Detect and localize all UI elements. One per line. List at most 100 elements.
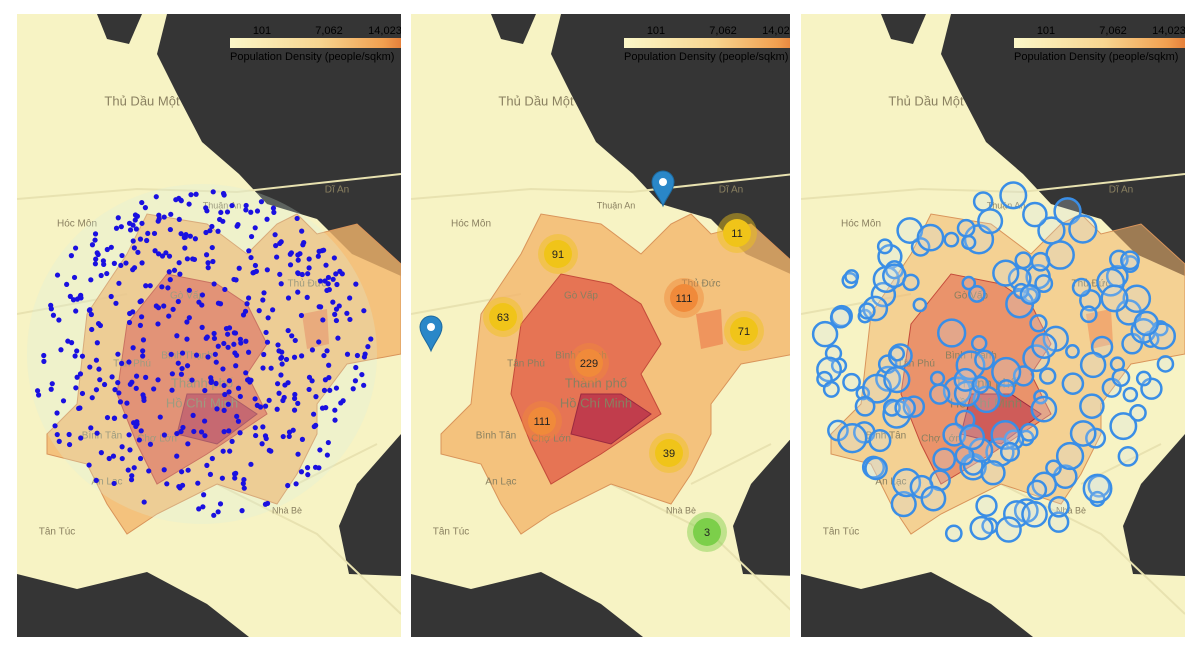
point xyxy=(248,233,255,240)
point xyxy=(221,340,227,347)
point xyxy=(321,387,328,393)
point xyxy=(209,455,215,462)
point xyxy=(353,281,359,287)
contour xyxy=(956,218,976,238)
point xyxy=(313,393,319,400)
cluster-count: 111 xyxy=(676,293,693,305)
point xyxy=(111,480,117,487)
contour xyxy=(1135,370,1152,387)
point xyxy=(326,375,332,381)
point xyxy=(178,231,184,237)
cluster-count: 111 xyxy=(534,416,551,428)
point xyxy=(217,501,224,507)
point xyxy=(104,270,110,277)
point xyxy=(336,303,342,309)
point xyxy=(287,262,294,268)
point xyxy=(104,246,110,253)
point xyxy=(203,205,209,211)
point xyxy=(198,429,205,435)
point xyxy=(106,455,112,462)
point xyxy=(58,347,64,353)
point xyxy=(176,195,182,202)
point xyxy=(77,371,84,377)
point xyxy=(332,311,338,317)
contour xyxy=(990,420,1021,450)
point xyxy=(331,255,337,261)
point xyxy=(245,295,252,301)
contour xyxy=(816,356,842,383)
contour xyxy=(1079,305,1098,324)
point xyxy=(110,453,117,459)
place-label: Dĩ An xyxy=(719,185,743,196)
point xyxy=(256,308,262,314)
contour xyxy=(1014,251,1033,270)
contour xyxy=(970,335,988,352)
point xyxy=(225,344,231,350)
legend-bar xyxy=(230,38,401,48)
point xyxy=(261,351,267,358)
contour xyxy=(829,307,852,329)
cluster xyxy=(575,349,603,377)
contour xyxy=(1079,351,1107,379)
point xyxy=(79,390,86,397)
contour xyxy=(1156,355,1175,373)
place-label: Thành phố xyxy=(171,375,233,390)
point xyxy=(237,430,243,436)
point xyxy=(258,199,265,205)
place-label: Dĩ An xyxy=(325,185,349,196)
point xyxy=(200,504,206,510)
point xyxy=(153,303,159,309)
point xyxy=(260,424,266,430)
point xyxy=(339,271,345,277)
point xyxy=(73,385,79,391)
contour xyxy=(822,380,840,398)
point xyxy=(317,447,323,453)
point xyxy=(141,397,147,404)
point xyxy=(131,465,137,471)
marker xyxy=(419,315,443,353)
point xyxy=(71,274,78,281)
point xyxy=(323,262,329,268)
road xyxy=(17,173,401,615)
district xyxy=(570,393,652,445)
point xyxy=(169,387,175,393)
point xyxy=(253,432,259,439)
point xyxy=(34,388,41,394)
marker-dot xyxy=(427,323,435,331)
contour xyxy=(999,441,1020,462)
cluster xyxy=(655,439,683,467)
contour xyxy=(912,297,928,313)
contour xyxy=(1034,274,1054,293)
point xyxy=(179,350,186,356)
point xyxy=(180,424,186,431)
point xyxy=(211,335,218,342)
point xyxy=(299,271,305,278)
contour xyxy=(811,320,839,348)
contour xyxy=(1129,404,1147,422)
point xyxy=(262,403,269,409)
point xyxy=(252,225,258,231)
point xyxy=(139,260,145,266)
point xyxy=(159,253,166,259)
point xyxy=(135,249,141,255)
legend-tick: 7,062 xyxy=(1099,25,1127,37)
point xyxy=(112,387,118,393)
contour xyxy=(876,238,893,255)
point xyxy=(210,189,216,195)
point xyxy=(77,405,83,411)
point xyxy=(179,469,185,475)
contour xyxy=(971,375,990,394)
contour xyxy=(937,318,967,348)
point xyxy=(332,417,338,423)
point xyxy=(347,295,353,301)
cluster xyxy=(670,284,698,312)
contour xyxy=(1082,473,1113,504)
contour xyxy=(1048,495,1070,518)
point xyxy=(359,371,365,378)
contour xyxy=(920,485,947,512)
point xyxy=(68,340,75,346)
point xyxy=(205,354,211,360)
point xyxy=(74,374,80,380)
contour xyxy=(1022,344,1051,373)
